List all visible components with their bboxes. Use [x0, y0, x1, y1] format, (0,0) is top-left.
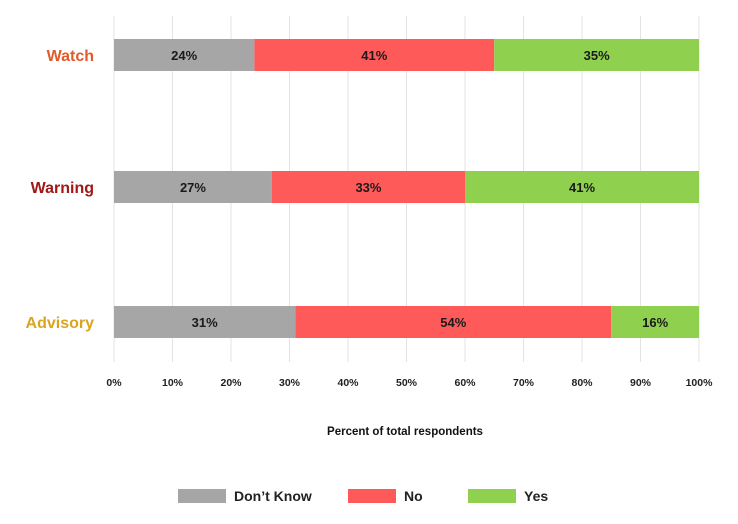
legend-swatch: [468, 489, 516, 503]
x-tick-label: 10%: [162, 377, 184, 389]
x-axis-title: Percent of total respondents: [327, 426, 483, 438]
x-tick-label: 40%: [337, 377, 359, 389]
category-label: Advisory: [26, 315, 95, 332]
category-label: Warning: [31, 180, 94, 197]
x-tick-label: 60%: [454, 377, 476, 389]
legend-label: Don’t Know: [234, 488, 312, 504]
data-label: 24%: [171, 48, 197, 63]
data-label: 41%: [569, 180, 595, 195]
bar-segment: [114, 306, 296, 338]
data-label: 27%: [180, 180, 206, 195]
data-label: 41%: [361, 48, 387, 63]
legend-swatch: [348, 489, 396, 503]
bar-segment: [271, 171, 465, 203]
x-tick-label: 80%: [571, 377, 593, 389]
legend: Don’t Know No Yes: [178, 488, 548, 504]
legend-label: No: [404, 488, 423, 504]
bar-segment: [494, 39, 699, 71]
data-label: 54%: [440, 315, 466, 330]
x-axis-ticks: 0% 10% 20% 30% 40% 50% 60% 70% 80% 90% 100%: [106, 377, 713, 389]
bar-segment: [465, 171, 699, 203]
x-tick-label: 50%: [396, 377, 418, 389]
x-tick-label: 30%: [279, 377, 301, 389]
data-label: 35%: [584, 48, 610, 63]
data-label: 33%: [355, 180, 381, 195]
bar-segment: [295, 306, 612, 338]
legend-label: Yes: [524, 488, 548, 504]
bar-segment: [611, 306, 699, 338]
x-tick-label: 70%: [513, 377, 535, 389]
x-tick-label: 90%: [630, 377, 652, 389]
bars-layer: 24% 41% 35% 27% 33% 41% 31% 54% 16%: [114, 39, 699, 338]
x-tick-label: 100%: [686, 377, 714, 389]
x-tick-label: 0%: [106, 377, 122, 389]
legend-swatch: [178, 489, 226, 503]
bar-segment: [114, 39, 255, 71]
category-labels: Watch Warning Advisory: [26, 48, 95, 332]
data-label: 16%: [642, 315, 668, 330]
bar-segment: [254, 39, 495, 71]
bar-segment: [114, 171, 272, 203]
x-tick-label: 20%: [220, 377, 242, 389]
data-label: 31%: [192, 315, 218, 330]
category-label: Watch: [47, 48, 94, 65]
